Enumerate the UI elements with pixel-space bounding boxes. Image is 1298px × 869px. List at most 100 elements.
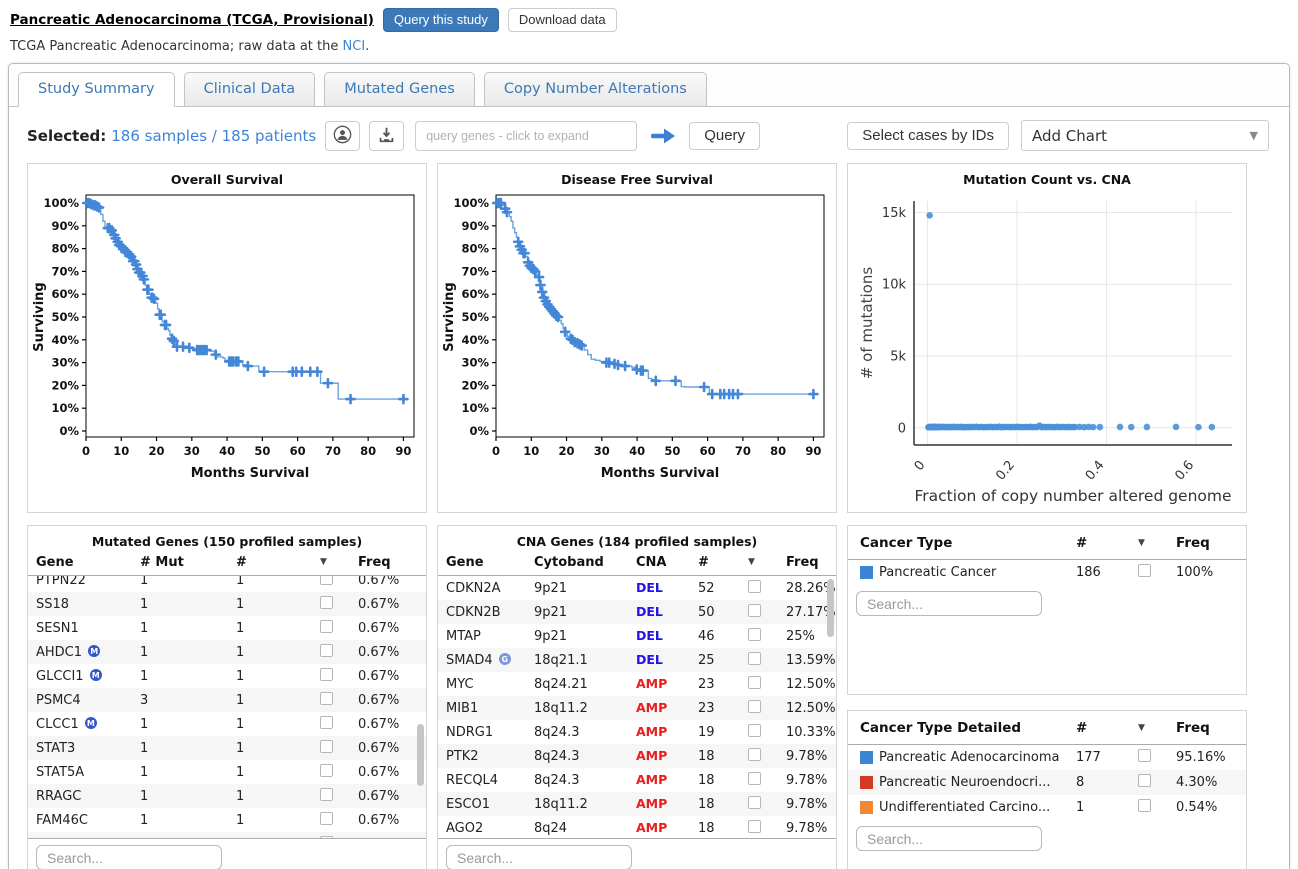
table-row[interactable]: Pancreatic Neuroendocri... 8 4.30% bbox=[848, 770, 1246, 795]
table-row[interactable]: BCORL1110.67% bbox=[28, 832, 426, 838]
table-row[interactable]: MTAP 9p21 DEL 46 25% bbox=[438, 624, 836, 648]
add-chart-dropdown[interactable]: Add Chart ▼ bbox=[1021, 120, 1269, 151]
mutation-cna-scatter-chart[interactable]: 0 5k 10k 15k 0 0.2 0.4 0.6 # of mutations Fractio… bbox=[848, 187, 1244, 509]
col-freq[interactable]: Freq bbox=[786, 554, 819, 570]
checkbox-cell[interactable] bbox=[320, 619, 358, 637]
row-checkbox[interactable] bbox=[748, 627, 761, 641]
row-checkbox[interactable] bbox=[748, 699, 761, 713]
download-data-button[interactable]: Download data bbox=[507, 8, 617, 32]
row-checkbox[interactable] bbox=[1138, 564, 1151, 577]
tab-clinical-data[interactable]: Clinical Data bbox=[183, 72, 316, 107]
table-row[interactable]: PSMC4 3 1 0.67% bbox=[28, 688, 426, 712]
gene-name[interactable]: RRAGC bbox=[36, 788, 82, 804]
row-checkbox[interactable] bbox=[748, 603, 761, 617]
row-checkbox[interactable] bbox=[748, 771, 761, 785]
gene-name[interactable]: SMAD4 G bbox=[446, 653, 534, 668]
checkbox-cell[interactable] bbox=[1138, 564, 1176, 581]
row-checkbox[interactable] bbox=[748, 747, 761, 761]
col-num[interactable]: # bbox=[236, 554, 247, 570]
sort-descending-icon[interactable]: ▼ bbox=[1138, 537, 1145, 548]
checkbox-cell[interactable] bbox=[748, 747, 786, 765]
table-row[interactable]: STAT5A 1 1 0.67% bbox=[28, 760, 426, 784]
gene-name[interactable]: AHDC1 M bbox=[36, 645, 140, 660]
study-title-link[interactable]: Pancreatic Adenocarcinoma (TCGA, Provisi… bbox=[10, 12, 374, 28]
col-cancer-type[interactable]: Cancer Type bbox=[860, 534, 953, 551]
scrollbar-thumb[interactable] bbox=[417, 724, 424, 786]
cna-genes-search-input[interactable] bbox=[446, 845, 632, 869]
disease-free-survival-chart[interactable]: 0% 10% 20% 30% 40% 50% 60% 70% 80% 90% 100% 0 10 20 30… bbox=[438, 187, 834, 509]
gene-name[interactable]: MIB1 bbox=[446, 700, 479, 716]
row-checkbox[interactable] bbox=[748, 675, 761, 689]
sort-descending-icon[interactable]: ▼ bbox=[320, 557, 327, 567]
col-cancer-type-detailed[interactable]: Cancer Type Detailed bbox=[860, 719, 1022, 736]
table-row[interactable]: MIB1 18q11.2 AMP 23 12.50% bbox=[438, 696, 836, 720]
tab-study-summary[interactable]: Study Summary bbox=[18, 72, 175, 107]
gene-name[interactable]: PTK2 bbox=[446, 748, 479, 764]
checkbox-cell[interactable] bbox=[1138, 749, 1176, 766]
table-row[interactable]: STAT3 1 1 0.67% bbox=[28, 736, 426, 760]
sort-descending-icon[interactable]: ▼ bbox=[748, 557, 755, 567]
row-checkbox[interactable] bbox=[748, 723, 761, 737]
row-checkbox[interactable] bbox=[320, 619, 333, 633]
table-row[interactable]: RECQL4 8q24.3 AMP 18 9.78% bbox=[438, 768, 836, 792]
row-checkbox[interactable] bbox=[320, 667, 333, 681]
gene-name[interactable]: AGO2 bbox=[446, 820, 484, 836]
view-patients-button[interactable] bbox=[325, 120, 361, 151]
col-num[interactable]: # bbox=[698, 554, 709, 570]
checkbox-cell[interactable] bbox=[320, 787, 358, 805]
gene-name[interactable]: SESN1 bbox=[36, 620, 79, 636]
gene-name[interactable]: BCORL1 bbox=[36, 837, 140, 839]
table-row[interactable]: SMAD4 G 18q21.1 DEL 25 13.59% bbox=[438, 648, 836, 672]
row-checkbox[interactable] bbox=[1138, 749, 1151, 762]
checkbox-cell[interactable] bbox=[320, 715, 358, 733]
table-row[interactable]: AHDC1 M 1 1 0.67% bbox=[28, 640, 426, 664]
row-checkbox[interactable] bbox=[1138, 774, 1151, 787]
table-row[interactable]: Undifferentiated Carcino... 1 0.54% bbox=[848, 795, 1246, 820]
checkbox-cell[interactable] bbox=[748, 603, 786, 621]
checkbox-cell[interactable] bbox=[320, 576, 358, 589]
cancer-label-cell[interactable]: Undifferentiated Carcino... bbox=[860, 800, 1076, 815]
selected-counts-link[interactable]: 186 samples / 185 patients bbox=[111, 126, 317, 145]
mutated-genes-search-input[interactable] bbox=[36, 845, 222, 869]
checkbox-cell[interactable] bbox=[320, 763, 358, 781]
row-checkbox[interactable] bbox=[748, 795, 761, 809]
checkbox-cell[interactable] bbox=[320, 643, 358, 661]
table-row[interactable]: CDKN2A 9p21 DEL 52 28.26% bbox=[438, 576, 836, 600]
row-checkbox[interactable] bbox=[320, 576, 333, 585]
table-row[interactable]: RRAGC 1 1 0.67% bbox=[28, 784, 426, 808]
gene-name[interactable]: NDRG1 bbox=[446, 724, 494, 740]
checkbox-cell[interactable] bbox=[748, 795, 786, 813]
gene-name[interactable]: SS18 bbox=[36, 596, 70, 612]
table-row[interactable]: Pancreatic Cancer 186 100% bbox=[848, 560, 1246, 585]
gene-name[interactable]: CDKN2B bbox=[446, 604, 501, 620]
download-summary-button[interactable] bbox=[369, 120, 405, 151]
checkbox-cell[interactable] bbox=[320, 811, 358, 829]
gene-name[interactable]: PSMC4 bbox=[36, 692, 81, 708]
table-row[interactable]: SS18 1 1 0.67% bbox=[28, 592, 426, 616]
table-row[interactable]: PTPN22 1 1 0.67% bbox=[28, 576, 426, 592]
scrollbar-thumb[interactable] bbox=[827, 579, 834, 637]
col-cytoband[interactable]: Cytoband bbox=[534, 554, 604, 570]
table-row[interactable]: CLCC1 M 1 1 0.67% bbox=[28, 712, 426, 736]
checkbox-cell[interactable] bbox=[320, 739, 358, 757]
cancer-label-cell[interactable]: Pancreatic Cancer bbox=[860, 565, 1076, 580]
gene-name[interactable]: CDKN2A bbox=[446, 580, 501, 596]
row-checkbox[interactable] bbox=[320, 739, 333, 753]
col-cna[interactable]: CNA bbox=[636, 554, 667, 570]
checkbox-cell[interactable] bbox=[748, 699, 786, 717]
tab-mutated-genes[interactable]: Mutated Genes bbox=[324, 72, 475, 107]
table-row[interactable]: CDKN2B 9p21 DEL 50 27.17% bbox=[438, 600, 836, 624]
table-row[interactable]: MYC 8q24.21 AMP 23 12.50% bbox=[438, 672, 836, 696]
gene-name[interactable]: CLCC1 M bbox=[36, 717, 140, 732]
cancer-type-search-input[interactable] bbox=[856, 591, 1042, 616]
checkbox-cell[interactable] bbox=[320, 595, 358, 613]
table-row[interactable]: FAM46C 1 1 0.67% bbox=[28, 808, 426, 832]
checkbox-cell[interactable] bbox=[748, 675, 786, 693]
gene-name[interactable]: ESCO1 bbox=[446, 796, 491, 812]
query-genes-input[interactable] bbox=[415, 120, 638, 151]
query-button[interactable]: Query bbox=[689, 121, 761, 150]
checkbox-cell[interactable] bbox=[1138, 799, 1176, 816]
col-freq[interactable]: Freq bbox=[1176, 534, 1210, 551]
cancer-label-cell[interactable]: Pancreatic Neuroendocri... bbox=[860, 775, 1076, 790]
table-row[interactable]: ESCO1 18q11.2 AMP 18 9.78% bbox=[438, 792, 836, 816]
